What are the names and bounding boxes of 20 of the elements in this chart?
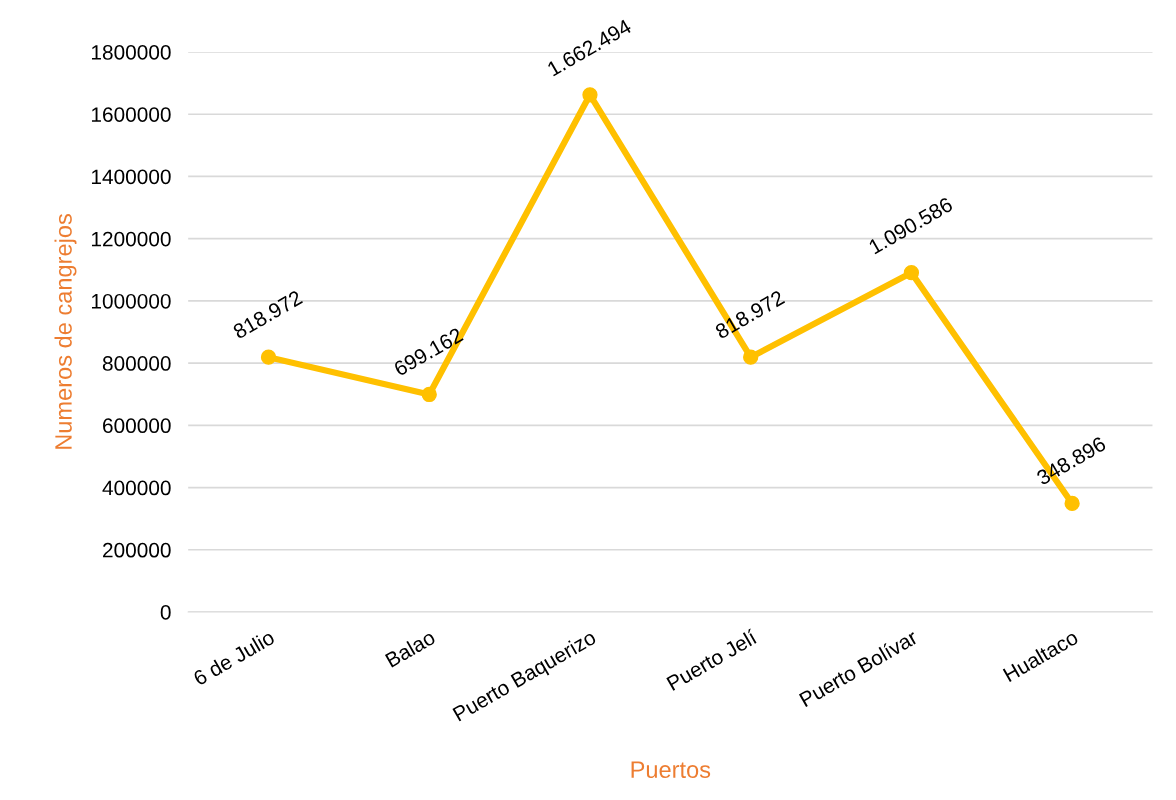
x-tick-label: 6 de Julio	[192, 629, 276, 686]
y-tick-label: 1400000	[91, 169, 171, 185]
y-tick-label: 600000	[103, 418, 171, 434]
y-tick-label: 400000	[102, 480, 171, 496]
y-tick-label: 0	[160, 605, 171, 620]
x-tick-label: Balao	[384, 629, 437, 668]
y-axis-title: Numeros de cangrejos	[54, 214, 77, 449]
point	[260, 349, 277, 365]
x-axis-title: Puertos	[631, 761, 711, 779]
point	[743, 349, 759, 365]
point	[903, 265, 920, 281]
y-tick-label: 1200000	[91, 231, 171, 247]
point	[421, 386, 437, 403]
point	[1064, 495, 1080, 512]
y-tick-label: 200000	[103, 542, 171, 558]
y-tick-label: 800000	[102, 356, 171, 371]
y-tick-label: 1600000	[91, 107, 171, 122]
y-tick-label: 1800000	[91, 45, 171, 60]
y-tick-label: 1000000	[91, 293, 171, 309]
point	[582, 87, 598, 103]
